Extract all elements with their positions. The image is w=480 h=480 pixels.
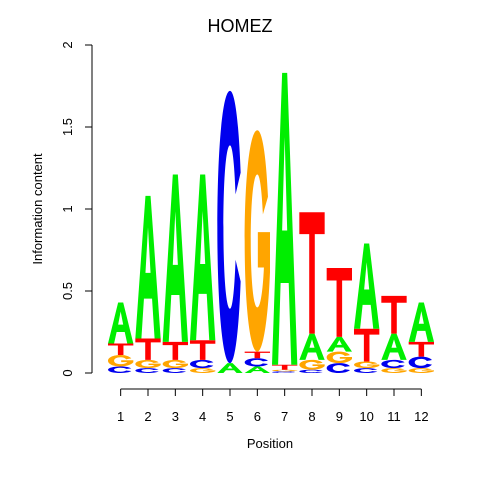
letter-T-pos-11: [381, 295, 407, 334]
letter-C-pos-12: [408, 356, 432, 369]
x-tick-label: 3: [172, 409, 179, 424]
y-tick-label: 0: [60, 369, 75, 376]
letter-G-pos-11: [381, 368, 407, 373]
letter-C-pos-7: [272, 371, 296, 373]
letter-T-pos-4: [190, 340, 216, 360]
letter-C-pos-5: [217, 90, 241, 364]
y-axis-label: Information content: [30, 153, 45, 265]
letter-A-pos-3: [162, 174, 188, 342]
y-tick-label: 1.5: [60, 118, 75, 136]
letter-G-pos-9: [326, 351, 352, 364]
letter-T-pos-6: [244, 351, 270, 359]
letter-G-pos-10: [354, 361, 380, 369]
logo-column-5: [217, 90, 243, 373]
x-tick-label: 1: [117, 409, 124, 424]
letter-T-pos-12: [408, 341, 434, 357]
letter-T-pos-1: [108, 343, 134, 355]
letter-C-pos-10: [354, 368, 378, 373]
x-tick-label: 11: [387, 409, 401, 424]
letter-C-pos-1: [108, 366, 132, 373]
logo-column-7: [272, 72, 298, 373]
letter-G-pos-12: [408, 368, 434, 373]
x-tick-label: 5: [226, 409, 233, 424]
letter-A-pos-10: [354, 243, 380, 329]
letter-C-pos-2: [135, 368, 159, 373]
letter-A-pos-4: [190, 174, 216, 341]
logo-column-11: [381, 295, 407, 373]
letter-A-pos-8: [299, 333, 325, 360]
logo-column-3: [162, 174, 188, 373]
x-tick-label: 8: [308, 409, 315, 424]
logo-column-8: [299, 212, 325, 373]
letter-A-pos-6: [244, 366, 270, 373]
letter-C-pos-9: [326, 363, 350, 373]
letter-A-pos-7: [272, 72, 298, 365]
letter-T-pos-3: [162, 341, 188, 360]
y-tick-label: 2: [60, 41, 75, 48]
letter-T-pos-9: [326, 268, 352, 337]
logo-column-12: [408, 302, 434, 373]
x-axis: 1 2 3 4 5 6 7 8 9 10 11 12: [117, 388, 429, 424]
logo-column-4: [190, 174, 216, 373]
y-tick-label: 0.5: [60, 282, 75, 300]
x-tick-label: 2: [144, 409, 151, 424]
letter-C-pos-8: [299, 369, 323, 373]
letter-A-pos-1: [108, 302, 134, 344]
x-tick-label: 9: [336, 409, 343, 424]
letter-T-pos-2: [135, 338, 161, 360]
letter-T-pos-7: [272, 364, 298, 370]
x-tick-label: 12: [414, 409, 428, 424]
logo-column-6: [244, 130, 270, 373]
letter-G-pos-4: [190, 368, 216, 373]
letter-G-pos-6: [244, 130, 270, 352]
letter-A-pos-5: [217, 363, 243, 373]
logo-column-1: [108, 302, 134, 373]
x-tick-label: 10: [359, 409, 373, 424]
letter-G-pos-2: [135, 359, 161, 369]
logo-column-2: [135, 195, 161, 373]
x-tick-label: 4: [199, 409, 206, 424]
letter-T-pos-8: [299, 212, 325, 334]
letter-A-pos-9: [326, 336, 352, 352]
letter-G-pos-3: [162, 359, 188, 369]
y-tick-label: 1: [60, 205, 75, 212]
x-axis-label: Position: [247, 436, 293, 451]
letter-G-pos-1: [108, 354, 134, 367]
logo-letters: [108, 72, 434, 373]
letter-G-pos-8: [299, 359, 325, 370]
letter-C-pos-6: [244, 358, 268, 367]
logo-column-9: [326, 268, 352, 373]
letter-A-pos-11: [381, 333, 407, 360]
letter-C-pos-4: [190, 359, 214, 369]
letter-C-pos-3: [162, 368, 186, 373]
x-tick-label: 7: [281, 409, 288, 424]
chart-title: HOMEZ: [208, 16, 273, 36]
letter-A-pos-12: [408, 302, 434, 342]
letter-G-pos-7: [272, 369, 298, 372]
letter-T-pos-10: [354, 328, 380, 362]
y-axis: 0 0.5 1 1.5 2: [60, 41, 93, 377]
x-tick-label: 6: [254, 409, 261, 424]
logo-column-10: [354, 243, 380, 373]
letter-C-pos-11: [381, 359, 405, 369]
letter-A-pos-2: [135, 195, 161, 339]
